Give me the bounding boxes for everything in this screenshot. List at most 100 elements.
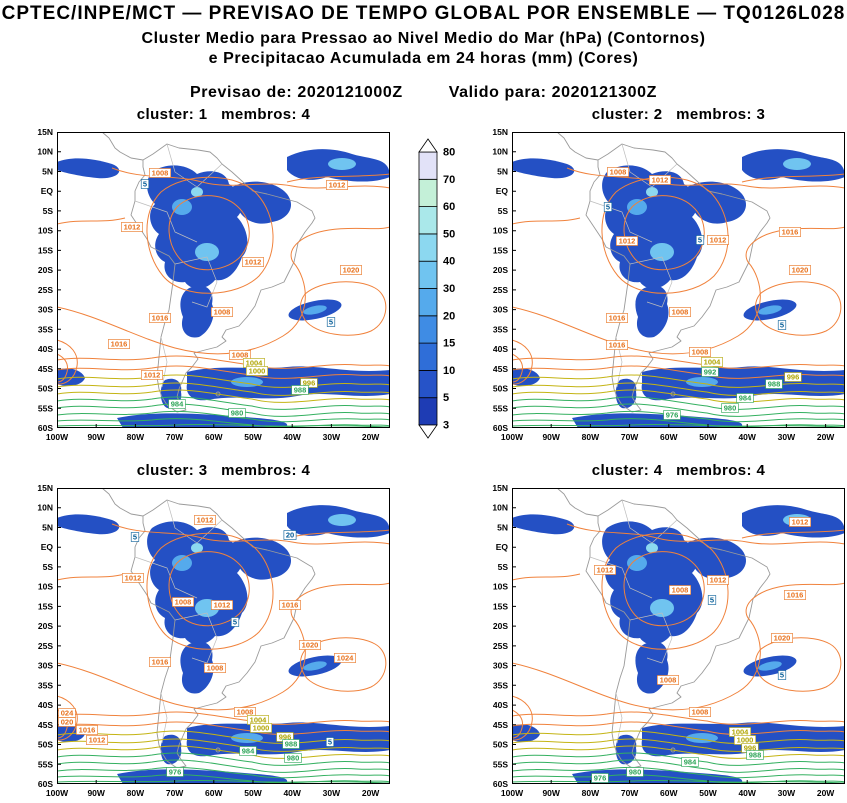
- panel-title-cluster-3: cluster: 3 membros: 4: [57, 462, 390, 479]
- svg-text:50W: 50W: [699, 788, 717, 798]
- forecast-from-label: Previsao de:: [190, 84, 292, 101]
- svg-text:70: 70: [443, 174, 455, 186]
- svg-text:60W: 60W: [660, 788, 678, 798]
- svg-text:1016: 1016: [609, 314, 626, 323]
- svg-text:40S: 40S: [493, 344, 508, 354]
- svg-text:20W: 20W: [362, 432, 380, 442]
- svg-text:1020: 1020: [774, 634, 791, 643]
- svg-text:1016: 1016: [787, 591, 804, 600]
- svg-text:90W: 90W: [87, 432, 105, 442]
- svg-text:15N: 15N: [37, 127, 53, 137]
- svg-text:100W: 100W: [501, 432, 524, 442]
- svg-text:10S: 10S: [38, 226, 53, 236]
- svg-text:45S: 45S: [38, 364, 53, 374]
- svg-text:20S: 20S: [38, 621, 53, 631]
- svg-text:5: 5: [143, 180, 147, 189]
- svg-text:996: 996: [787, 373, 800, 382]
- svg-text:5: 5: [710, 596, 714, 605]
- svg-text:35S: 35S: [493, 680, 508, 690]
- svg-text:90W: 90W: [542, 432, 560, 442]
- svg-text:5: 5: [328, 738, 332, 747]
- svg-text:1008: 1008: [672, 586, 689, 595]
- svg-text:1016: 1016: [152, 658, 169, 667]
- svg-text:15N: 15N: [37, 483, 53, 493]
- svg-text:55S: 55S: [493, 759, 508, 769]
- svg-text:30W: 30W: [323, 788, 341, 798]
- svg-text:40W: 40W: [738, 432, 756, 442]
- svg-text:35S: 35S: [38, 324, 53, 334]
- svg-text:5: 5: [329, 318, 333, 327]
- svg-text:992: 992: [704, 368, 717, 377]
- svg-text:1004: 1004: [704, 358, 722, 367]
- svg-text:5: 5: [780, 671, 784, 680]
- svg-text:1020: 1020: [302, 641, 319, 650]
- svg-text:80W: 80W: [582, 788, 600, 798]
- svg-text:EQ: EQ: [496, 186, 509, 196]
- svg-text:1016: 1016: [782, 228, 799, 237]
- svg-text:EQ: EQ: [41, 542, 54, 552]
- svg-text:1008: 1008: [610, 168, 627, 177]
- forecast-line: Previsao de: 2020121000Z Valido para: 20…: [0, 84, 847, 102]
- svg-text:1016: 1016: [282, 601, 299, 610]
- svg-text:55S: 55S: [493, 403, 508, 413]
- svg-text:5: 5: [443, 392, 449, 404]
- svg-text:35S: 35S: [38, 680, 53, 690]
- svg-text:80W: 80W: [127, 788, 145, 798]
- svg-text:10S: 10S: [38, 582, 53, 592]
- svg-text:15S: 15S: [38, 601, 53, 611]
- svg-text:1008: 1008: [175, 598, 192, 607]
- svg-text:980: 980: [287, 754, 300, 763]
- svg-text:988: 988: [768, 380, 781, 389]
- svg-text:25S: 25S: [38, 285, 53, 295]
- svg-text:100W: 100W: [46, 788, 69, 798]
- svg-text:1008: 1008: [692, 708, 709, 717]
- svg-text:35S: 35S: [493, 324, 508, 334]
- svg-text:45S: 45S: [38, 720, 53, 730]
- svg-text:55S: 55S: [38, 403, 53, 413]
- svg-text:10N: 10N: [37, 503, 53, 513]
- svg-text:020: 020: [61, 718, 74, 727]
- svg-text:20: 20: [443, 310, 455, 322]
- svg-text:988: 988: [749, 751, 762, 760]
- svg-text:980: 980: [231, 409, 244, 418]
- svg-text:100W: 100W: [501, 788, 524, 798]
- svg-text:984: 984: [684, 758, 697, 767]
- svg-text:1012: 1012: [214, 601, 231, 610]
- svg-text:1000: 1000: [253, 724, 270, 733]
- svg-text:55S: 55S: [38, 759, 53, 769]
- svg-text:70W: 70W: [621, 788, 639, 798]
- svg-text:5: 5: [606, 203, 610, 212]
- svg-text:50S: 50S: [493, 384, 508, 394]
- map-cluster-3: 15N10N5NEQ5S10S15S20S25S30S35S40S45S50S5…: [17, 488, 398, 800]
- svg-text:40W: 40W: [283, 432, 301, 442]
- svg-text:40S: 40S: [38, 700, 53, 710]
- svg-text:1012: 1012: [597, 566, 614, 575]
- valid-for: Valido para: 2020121300Z: [449, 84, 657, 102]
- svg-text:5S: 5S: [498, 562, 509, 572]
- svg-text:15N: 15N: [492, 483, 508, 493]
- svg-text:5N: 5N: [42, 522, 53, 532]
- svg-text:15S: 15S: [493, 245, 508, 255]
- svg-text:100W: 100W: [46, 432, 69, 442]
- svg-text:50W: 50W: [244, 432, 262, 442]
- svg-text:30S: 30S: [493, 661, 508, 671]
- svg-text:980: 980: [629, 768, 642, 777]
- svg-text:60W: 60W: [660, 432, 678, 442]
- svg-text:988: 988: [294, 386, 307, 395]
- svg-text:50S: 50S: [38, 384, 53, 394]
- svg-text:60W: 60W: [205, 788, 223, 798]
- svg-text:1008: 1008: [214, 308, 231, 317]
- svg-text:15S: 15S: [38, 245, 53, 255]
- svg-text:1024: 1024: [337, 654, 355, 663]
- forecast-from-value: 2020121000Z: [297, 84, 402, 101]
- svg-text:20: 20: [286, 531, 294, 540]
- page-title: CPTEC/INPE/MCT — PREVISAO DE TEMPO GLOBA…: [0, 3, 847, 25]
- svg-text:5N: 5N: [497, 522, 508, 532]
- svg-text:40W: 40W: [283, 788, 301, 798]
- svg-text:20S: 20S: [38, 265, 53, 275]
- svg-text:976: 976: [666, 411, 679, 420]
- svg-text:1008: 1008: [692, 348, 709, 357]
- svg-text:10: 10: [443, 365, 455, 377]
- svg-text:60W: 60W: [205, 432, 223, 442]
- subtitle-line-1: Cluster Medio para Pressao ao Nivel Medi…: [0, 30, 847, 48]
